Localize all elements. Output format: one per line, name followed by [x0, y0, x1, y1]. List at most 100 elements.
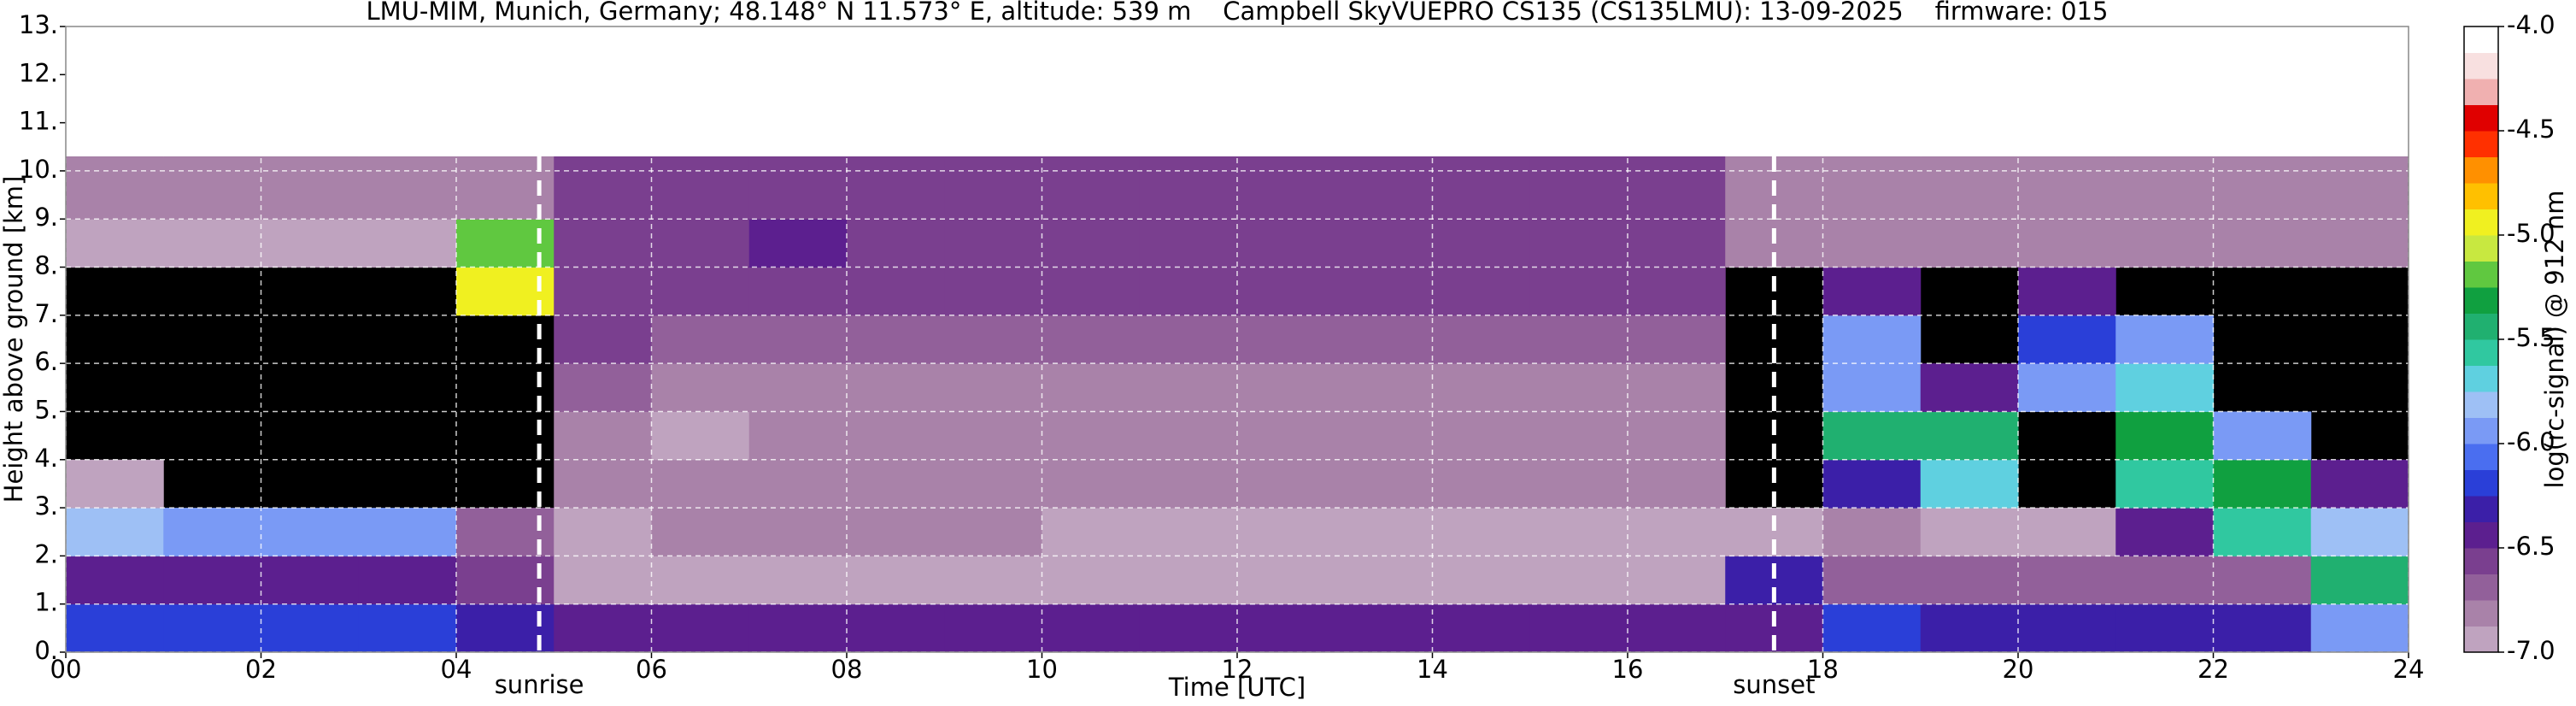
chart-title: LMU-MIM, Munich, Germany; 48.148° N 11.5…: [367, 0, 2109, 26]
heatmap-cell: [1432, 508, 1531, 556]
heatmap-cell: [358, 508, 457, 556]
heatmap-cell: [944, 315, 1042, 364]
heatmap-cell: [1822, 315, 1922, 364]
colorbar-segment: [2464, 287, 2498, 314]
colorbar-segment: [2464, 548, 2498, 574]
heatmap-cell: [1432, 556, 1531, 605]
heatmap-cell: [1237, 156, 1335, 220]
heatmap-cell: [554, 315, 652, 364]
heatmap-cell: [847, 459, 945, 509]
heatmap-cell: [651, 508, 750, 556]
heatmap-cell: [2018, 315, 2116, 364]
y-tick-label: 2.: [34, 539, 58, 568]
y-tick-label: 0.: [34, 636, 58, 665]
heatmap-cell: [554, 459, 652, 509]
heatmap-cell: [2115, 459, 2214, 509]
x-tick-label: 12: [1222, 655, 1253, 684]
heatmap-cell: [1042, 219, 1141, 268]
heatmap-cell: [163, 508, 261, 556]
x-tick-label: 04: [441, 655, 472, 684]
heatmap-cell: [1529, 459, 1628, 509]
heatmap-cell: [1920, 156, 2019, 220]
heatmap-cell: [2115, 411, 2214, 461]
heatmap-cell: [748, 363, 848, 412]
heatmap-cell: [163, 156, 261, 220]
heatmap-cell: [651, 267, 750, 316]
y-tick-label: 9.: [34, 203, 58, 232]
heatmap-cell: [1920, 603, 2019, 653]
heatmap-cell: [554, 219, 652, 268]
y-tick-label: 8.: [34, 251, 58, 280]
x-tick-label: 18: [1807, 655, 1839, 684]
x-tick-label: 16: [1612, 655, 1644, 684]
colorbar-tick-label: -6.0: [2507, 427, 2555, 456]
colorbar-tick-label: -5.5: [2507, 323, 2555, 352]
heatmap-cell: [1139, 267, 1238, 316]
heatmap-cell: [66, 156, 164, 220]
heatmap-cell: [66, 219, 164, 268]
heatmap-cell: [847, 315, 945, 364]
heatmap-cell: [748, 556, 848, 605]
heatmap-cell: [1139, 315, 1238, 364]
colorbar-segment: [2464, 600, 2498, 627]
colorbar-tick-label: -6.5: [2507, 532, 2555, 561]
heatmap-cell: [944, 556, 1042, 605]
colorbar-segment: [2464, 313, 2498, 340]
heatmap-cell: [1628, 219, 1726, 268]
heatmap-cell: [1237, 315, 1335, 364]
heatmap-cell: [1822, 363, 1922, 412]
heatmap-cell: [554, 267, 652, 316]
colorbar-tick-label: -7.0: [2507, 636, 2555, 665]
heatmap-cell: [1628, 315, 1726, 364]
heatmap-cell: [1529, 603, 1628, 653]
heatmap-cell: [1920, 459, 2019, 509]
heatmap-cell: [163, 603, 261, 653]
colorbar-segment: [2464, 104, 2498, 132]
heatmap-cell: [163, 219, 261, 268]
y-tick-label: 13.: [19, 10, 58, 39]
heatmap-cell: [748, 267, 848, 316]
heatmap-cell: [1628, 556, 1726, 605]
heatmap-cell: [2115, 315, 2214, 364]
heatmap-cell: [748, 459, 848, 509]
heatmap-cell: [2213, 219, 2312, 268]
colorbar-segment: [2464, 79, 2498, 105]
heatmap-cell: [1529, 156, 1628, 220]
heatmap-cell: [1822, 411, 1922, 461]
heatmap-cell: [944, 267, 1042, 316]
heatmap-cell: [1529, 556, 1628, 605]
y-tick-label: 4.: [34, 444, 58, 473]
heatmap-cell: [1139, 156, 1238, 220]
heatmap-cell: [1628, 459, 1726, 509]
heatmap-cell: [1920, 556, 2019, 605]
colorbar-tick-label: -4.5: [2507, 115, 2555, 144]
colorbar-segment: [2464, 339, 2498, 366]
heatmap-cell: [1822, 508, 1922, 556]
y-tick-label: 6.: [34, 347, 58, 376]
heatmap-cell: [1628, 411, 1726, 461]
heatmap-cell: [2115, 556, 2214, 605]
heatmap-cell: [358, 156, 457, 220]
heatmap-cell: [1042, 267, 1141, 316]
heatmap-cell: [1628, 267, 1726, 316]
heatmap-cell: [1042, 508, 1141, 556]
x-tick-label: 24: [2393, 655, 2425, 684]
colorbar-tick-label: -5.0: [2507, 219, 2555, 248]
x-tick-label: 08: [831, 655, 863, 684]
heatmap-cell: [1529, 267, 1628, 316]
colorbar-segment: [2464, 574, 2498, 601]
heatmap-cell: [847, 363, 945, 412]
heatmap-cell: [554, 156, 652, 220]
heatmap-cell: [2115, 219, 2214, 268]
heatmap-cell: [2018, 508, 2116, 556]
colorbar-segment: [2464, 131, 2498, 157]
heatmap-cell: [944, 219, 1042, 268]
heatmap-cell: [1432, 459, 1531, 509]
heatmap-cell: [1139, 556, 1238, 605]
heatmap-cell: [1042, 556, 1141, 605]
colorbar-segment: [2464, 521, 2498, 549]
heatmap-cell: [748, 603, 848, 653]
heatmap-cell: [847, 267, 945, 316]
heatmap-cell: [1529, 411, 1628, 461]
heatmap-cell: [1042, 603, 1141, 653]
